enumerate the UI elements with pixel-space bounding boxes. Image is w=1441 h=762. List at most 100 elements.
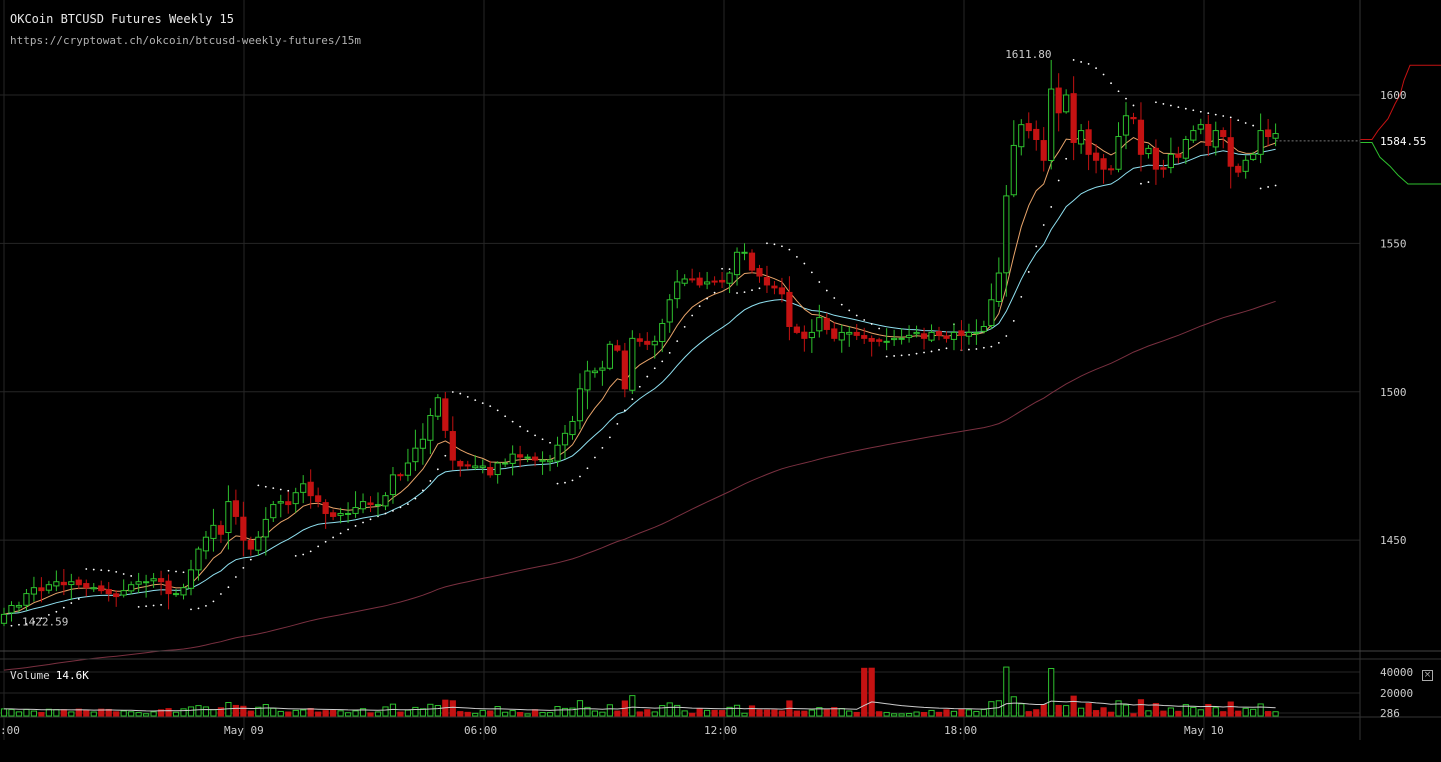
sar-dot — [1020, 295, 1023, 298]
sar-dot — [354, 525, 357, 527]
sar-dot — [848, 309, 851, 312]
sar-dot — [421, 489, 424, 492]
candle-body — [793, 326, 800, 333]
volume-bar — [135, 712, 142, 717]
candle-body — [838, 331, 845, 341]
volume-bar — [599, 711, 606, 717]
volume-bar — [651, 711, 658, 717]
sar-dot — [743, 291, 746, 294]
volume-bar — [45, 708, 52, 717]
volume-bar — [666, 702, 673, 717]
volume-bar — [434, 705, 441, 717]
candle-body — [83, 583, 90, 589]
volume-bar — [307, 708, 314, 717]
volume-bar — [1257, 703, 1264, 717]
sar-dot — [825, 289, 828, 292]
candle-body — [1212, 130, 1219, 148]
high-annotation: 1611.80 — [1005, 48, 1051, 61]
candle-body — [53, 581, 60, 587]
sar-dot — [40, 617, 43, 620]
volume-bar — [1272, 711, 1279, 717]
volume-bar — [1048, 668, 1055, 717]
volume-bar — [763, 709, 771, 717]
volume-bar — [778, 710, 786, 717]
sar-dot — [968, 348, 970, 351]
volume-bar — [1033, 709, 1040, 717]
volume-bar — [457, 711, 464, 717]
volume-bar — [1235, 710, 1242, 717]
volume-bar — [404, 709, 412, 717]
volume-bar — [217, 707, 225, 717]
candle-body — [943, 335, 950, 339]
chart-title: OKCoin BTCUSD Futures Weekly 15 — [10, 12, 234, 26]
candle-body — [113, 593, 120, 598]
volume-bar — [1160, 710, 1167, 717]
volume-bar — [83, 709, 90, 717]
volume-bar — [853, 711, 860, 717]
sar-dot — [1035, 245, 1038, 248]
volume-bar — [1130, 713, 1137, 717]
candle-body — [367, 502, 374, 506]
sar-dot — [1072, 59, 1075, 61]
candle-body — [322, 502, 329, 514]
close-volume-icon[interactable]: × — [1422, 670, 1433, 681]
candle-body — [143, 581, 150, 584]
candle-body — [330, 512, 337, 517]
x-tick-label: May 09 — [224, 724, 264, 737]
candle-body — [517, 454, 524, 458]
sar-dot — [137, 605, 140, 608]
volume-bar — [202, 706, 210, 717]
candle-body — [786, 291, 793, 327]
candle-body — [1160, 167, 1167, 170]
candle-body — [352, 507, 359, 514]
sar-dot — [414, 497, 417, 500]
volume-bar — [412, 706, 419, 717]
sar-dot — [870, 323, 873, 325]
sar-dot — [982, 346, 985, 349]
sar-dot — [1080, 61, 1083, 63]
candle-body — [277, 501, 284, 504]
candle-body — [232, 500, 239, 517]
candle-body — [913, 331, 920, 335]
volume-bar — [1167, 707, 1174, 717]
volume-bar — [60, 709, 67, 717]
sar-dot — [145, 605, 148, 608]
volume-bar — [718, 710, 726, 717]
ema-fast-path — [3, 137, 1276, 615]
sar-dot — [92, 568, 95, 571]
volume-bar — [614, 710, 621, 717]
volume-bar — [636, 711, 643, 717]
volume-bar — [172, 711, 180, 717]
sar-dot — [1087, 63, 1090, 65]
candle-body — [382, 495, 389, 507]
candle-body — [494, 462, 501, 476]
sar-dot — [62, 606, 65, 609]
candle-body — [659, 323, 666, 343]
sar-dot — [885, 355, 888, 358]
sar-dot — [407, 503, 409, 506]
volume-bar — [487, 710, 494, 717]
volume-bar — [1145, 710, 1152, 717]
volume-bars[interactable] — [0, 666, 1279, 717]
candle-body — [374, 504, 382, 507]
candle-body — [920, 333, 928, 339]
candle-body — [180, 587, 187, 596]
sar-dot — [152, 604, 155, 607]
volume-bar — [128, 711, 135, 717]
candle-body — [868, 337, 875, 342]
volume-bar — [726, 706, 733, 717]
sar-dot — [1244, 122, 1247, 124]
candle-body — [285, 501, 292, 506]
chart-url[interactable]: https://cryptowat.ch/okcoin/btcusd-weekl… — [10, 34, 361, 47]
volume-bar — [68, 711, 75, 717]
candle-body — [958, 330, 965, 336]
candlestick-series[interactable] — [0, 59, 1279, 627]
candle-body — [965, 331, 973, 337]
candle-body — [442, 398, 449, 431]
candle-body — [950, 331, 958, 340]
volume-bar — [367, 712, 374, 717]
candle-body — [15, 604, 23, 608]
sar-dot — [810, 271, 813, 274]
volume-bar — [891, 713, 898, 717]
